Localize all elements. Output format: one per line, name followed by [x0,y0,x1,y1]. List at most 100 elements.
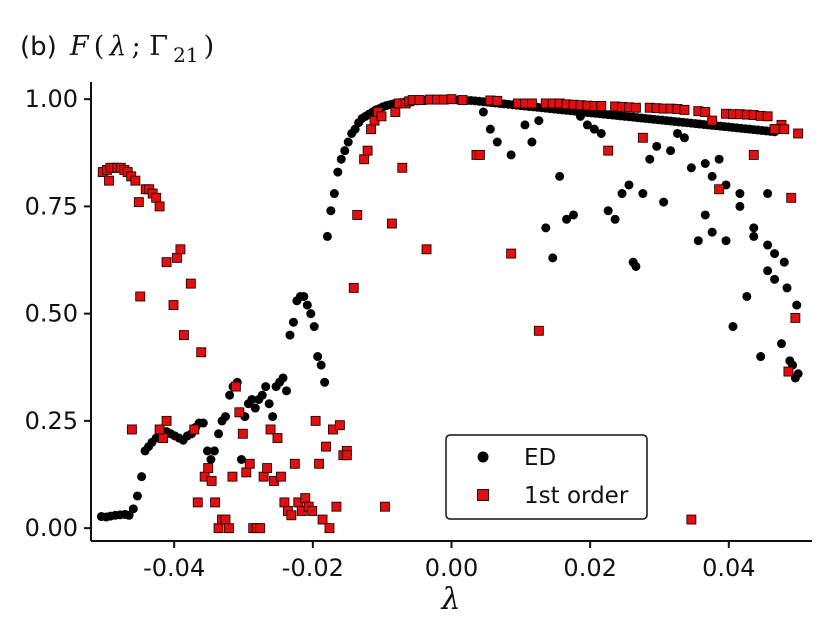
ed-point [520,120,530,130]
first-order-point [421,244,432,255]
ed-point [132,491,142,501]
first-order-point [686,514,697,525]
first-order-point [526,98,537,109]
first-order-point [154,201,165,212]
first-order-point [224,523,234,534]
first-order-point [133,197,144,208]
ed-point [320,377,330,387]
ed-point [793,369,803,379]
first-order-point [334,420,345,431]
first-order-point [192,497,203,508]
first-order-point [255,523,266,534]
first-order-point [203,463,214,474]
legend: ED 1st order [445,434,648,520]
legend-ed-label: ED [524,445,556,471]
legend-first-order-marker [477,489,489,501]
ed-point [299,291,309,301]
first-order-point [603,145,614,156]
first-order-point [630,102,641,113]
panel-label: (b) F ( λ ; Γ 21 ) [20,31,214,67]
ed-point [673,128,683,138]
first-order-point [300,493,311,504]
ed-point [206,454,216,464]
ed-point [776,339,786,349]
ed-point [225,390,235,400]
ed-point [770,249,780,259]
first-order-point [272,433,283,443]
ed-point [782,283,792,293]
panel-var: λ [108,31,126,62]
ed-point [756,352,766,362]
first-order-point [474,149,485,160]
ed-point [478,107,488,117]
first-order-point [386,218,397,229]
first-order-point [262,463,273,474]
first-order-point [276,471,286,482]
ed-point [652,141,662,151]
ed-point [693,236,703,246]
first-order-point [352,210,363,220]
ed-point [485,124,495,134]
ed-point [763,266,773,276]
panel-subscript: 21 [173,43,198,67]
ed-point [236,454,246,464]
first-order-point [359,154,370,165]
ed-point [679,133,689,143]
x-axis-label: λ [440,582,460,617]
first-order-point [748,149,759,160]
first-order-point [700,107,711,117]
y-tick-label: 1.00 [25,85,78,113]
ed-point [721,236,731,246]
first-order-point [331,501,342,512]
ed-point [596,128,606,138]
ed-point [268,412,278,422]
ed-point [492,137,502,147]
ed-point [214,429,224,439]
ed-point [700,159,710,169]
first-order-point [265,424,276,435]
ed-point [282,386,292,396]
first-order-point [126,424,137,435]
first-order-point [234,407,245,418]
ed-point [569,210,579,220]
x-tick-label: 0.02 [563,554,616,582]
first-order-point [414,95,425,105]
first-order-point [286,510,297,521]
ed-point [555,171,565,181]
panel-func: F [69,31,90,62]
first-order-point [258,471,269,482]
first-order-point [533,325,544,336]
ed-point [313,352,323,362]
first-order-point [379,501,390,512]
x-tick-label: -0.04 [143,554,205,582]
panel-letter: (b) [20,32,57,62]
ed-point [137,472,147,482]
first-order-point [769,124,780,135]
first-order-point [348,282,359,293]
ed-point [124,510,134,520]
ed-point [316,360,326,370]
ed-point [527,137,537,147]
y-tick-label: 0.00 [25,514,78,542]
x-tick-label: 0.04 [702,554,755,582]
first-order-point [492,95,503,106]
panel-sep: ; [132,31,150,62]
first-order-point [175,244,186,255]
first-order-point [130,175,141,186]
first-order-point [376,111,387,122]
ed-point [534,116,544,126]
first-order-point [307,506,318,516]
first-order-point [790,312,801,323]
panel-gamma: Γ [149,31,168,62]
ed-point [735,201,745,211]
ed-point [714,154,724,164]
ed-point [763,240,773,250]
first-order-point [196,347,207,358]
first-order-point [341,450,352,461]
first-order-point [366,124,377,135]
first-order-point [324,523,335,534]
ed-point [749,231,759,241]
first-order-point [362,145,373,156]
ed-point [749,223,759,233]
